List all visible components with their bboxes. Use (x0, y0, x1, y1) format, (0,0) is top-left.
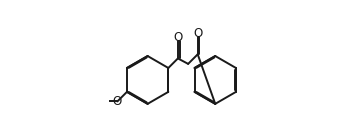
Text: O: O (193, 27, 202, 40)
Text: O: O (173, 31, 183, 44)
Text: O: O (113, 95, 122, 108)
